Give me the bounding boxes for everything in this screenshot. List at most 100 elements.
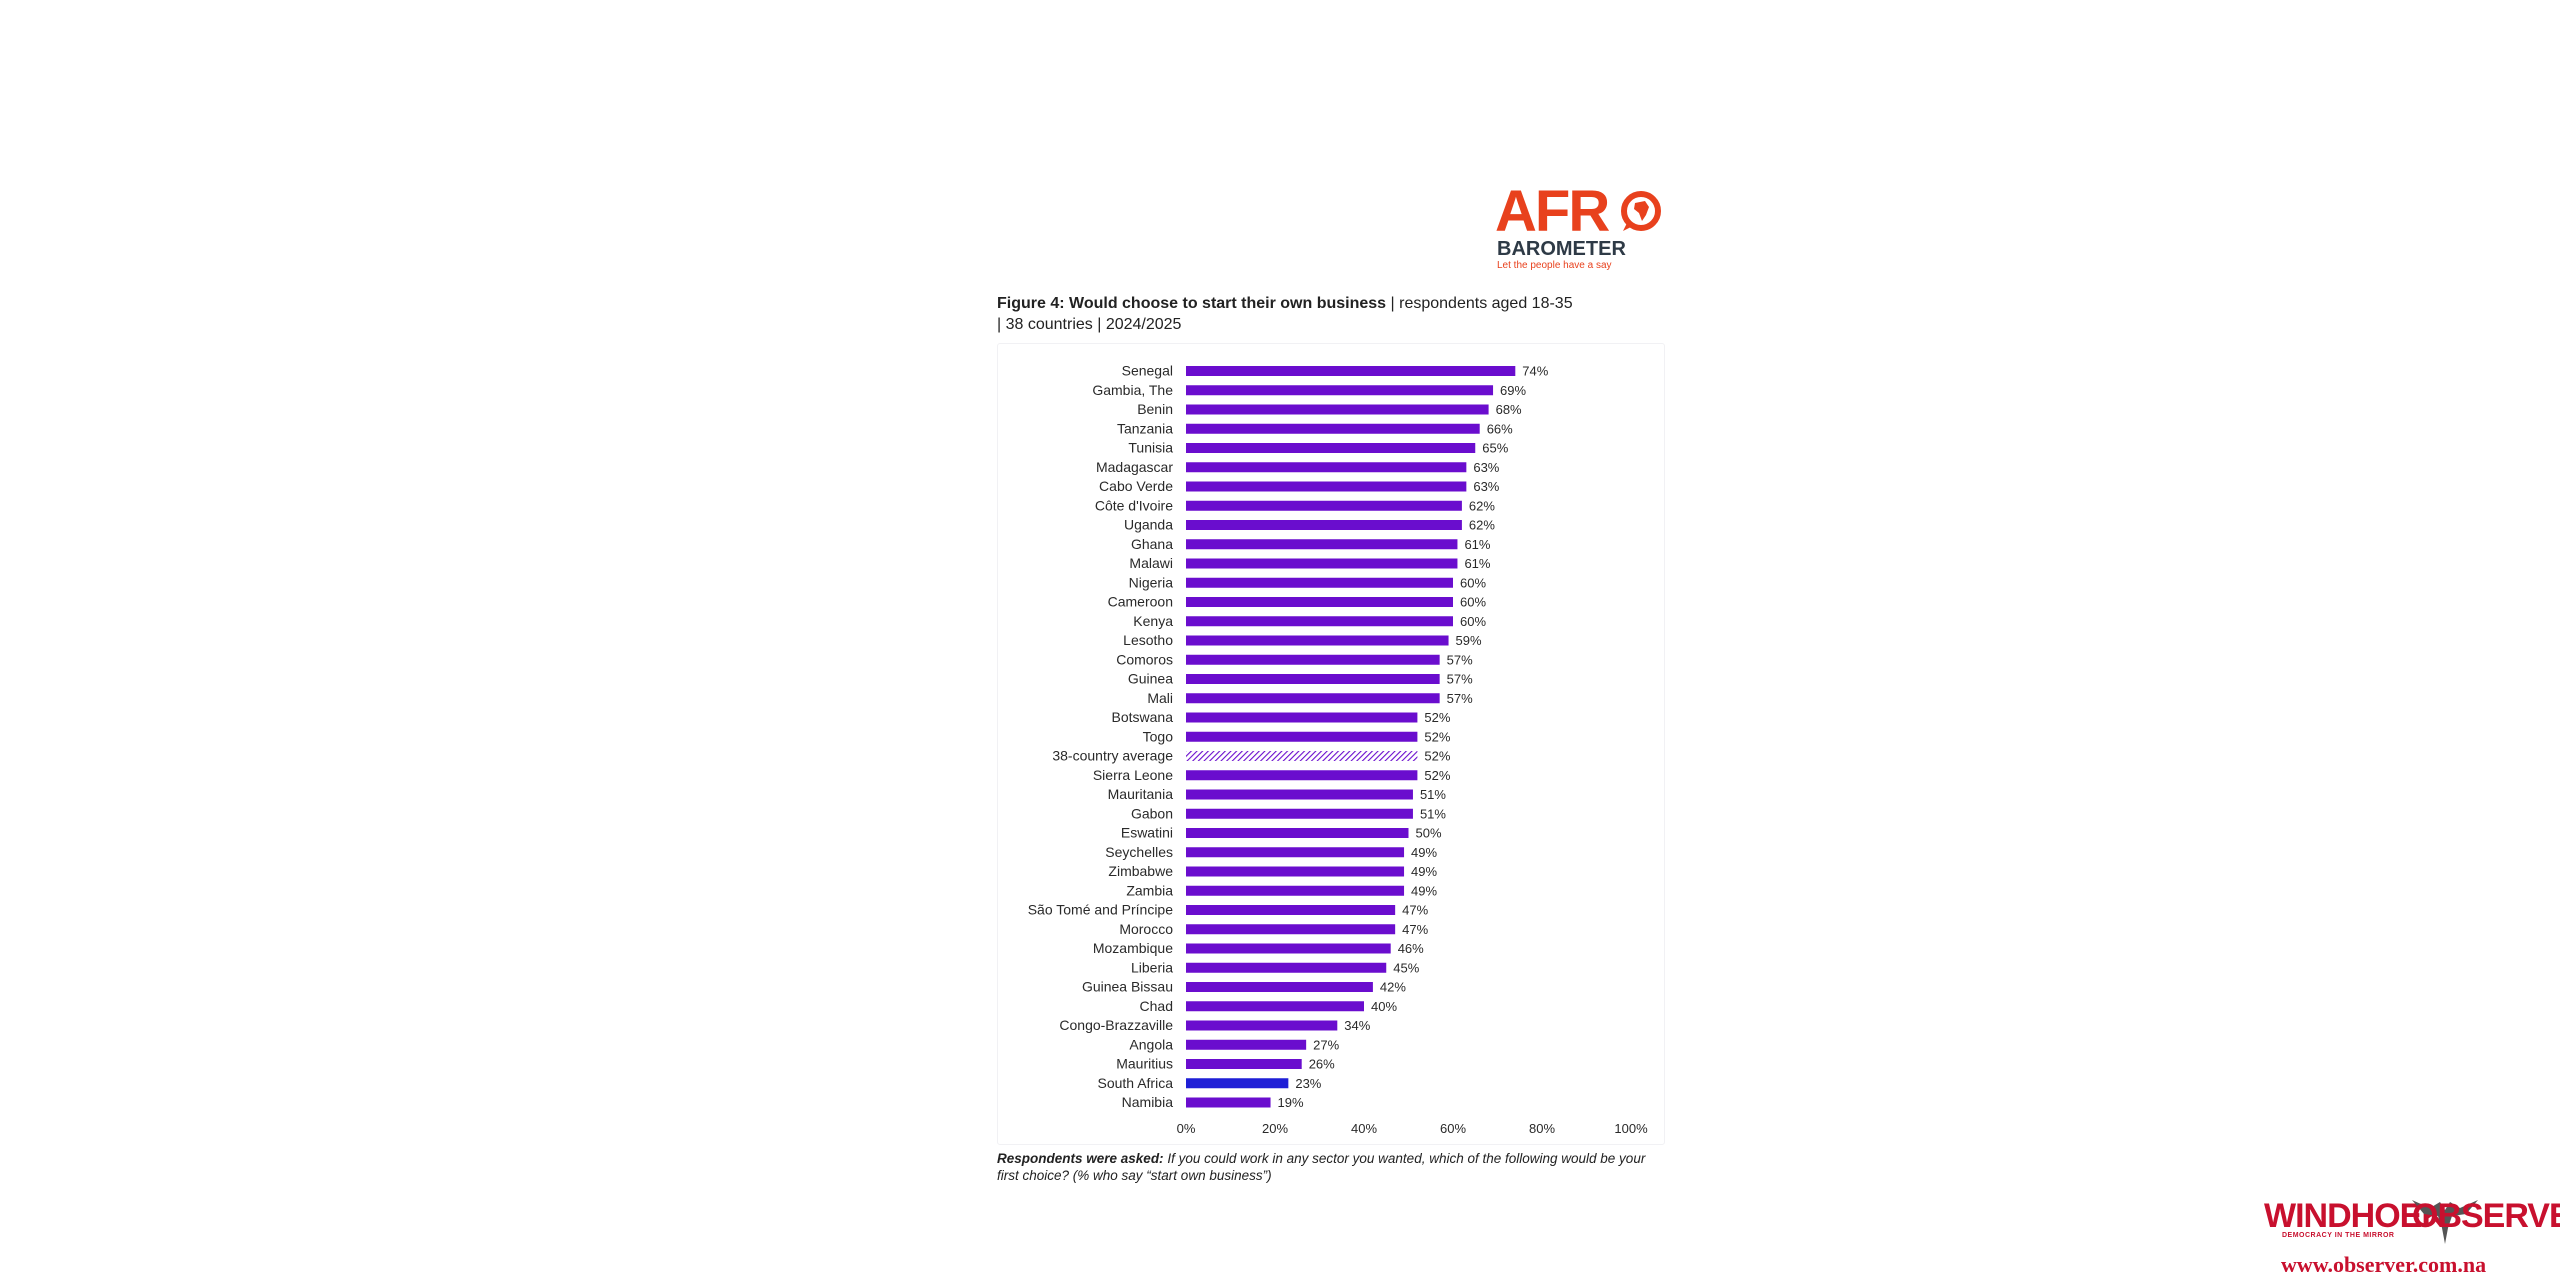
bar	[1186, 366, 1516, 376]
wo-name-right: OBSERVER	[2412, 1197, 2560, 1235]
bar	[1186, 539, 1458, 550]
category-label: Cameroon	[1108, 594, 1173, 610]
category-label: Gabon	[1131, 805, 1173, 821]
category-label: Zimbabwe	[1108, 863, 1173, 879]
data-label: 23%	[1295, 1076, 1321, 1091]
category-label: South Africa	[1098, 1075, 1174, 1091]
category-label: Nigeria	[1129, 574, 1174, 590]
data-label: 52%	[1424, 710, 1450, 725]
bar	[1186, 770, 1418, 781]
data-label: 66%	[1487, 421, 1513, 436]
eagle-icon	[2412, 1200, 2478, 1244]
x-tick-label: 20%	[1262, 1121, 1288, 1136]
bar	[1186, 789, 1413, 800]
category-label: Botswana	[1112, 709, 1174, 725]
bar	[1186, 905, 1396, 915]
category-label: Mauritius	[1116, 1056, 1173, 1072]
data-label: 34%	[1344, 1018, 1370, 1033]
data-label: 19%	[1278, 1095, 1304, 1110]
data-label: 65%	[1482, 441, 1508, 456]
bar	[1186, 962, 1387, 973]
category-label: Mauritania	[1108, 786, 1174, 802]
category-label: São Tomé and Príncipe	[1028, 902, 1173, 918]
x-tick-label: 100%	[1614, 1121, 1648, 1136]
bar	[1186, 423, 1480, 434]
bar	[1186, 443, 1476, 453]
bar	[1186, 847, 1405, 858]
logo-barometer-text: BAROMETER	[1497, 238, 1626, 260]
data-label: 59%	[1456, 633, 1482, 648]
category-label: Senegal	[1122, 363, 1173, 379]
data-label: 74%	[1522, 364, 1548, 379]
footnote-text: If you could work in any sector you want…	[997, 1151, 1646, 1183]
data-label: 61%	[1464, 556, 1490, 571]
category-label: Liberia	[1131, 959, 1173, 975]
category-label: Cabo Verde	[1099, 478, 1173, 494]
data-label: 47%	[1402, 922, 1428, 937]
chart-panel: Senegal 74% Gambia, The 69% Benin 68% Tanzania…	[997, 343, 1665, 1145]
category-label: Ghana	[1131, 536, 1173, 552]
data-label: 45%	[1393, 960, 1419, 975]
bar	[1186, 731, 1418, 742]
category-label: Mali	[1147, 690, 1173, 706]
data-label: 51%	[1420, 806, 1446, 821]
x-tick-label: 0%	[1177, 1121, 1196, 1136]
figure-title-subtitle-1: | respondents aged 18-35	[1386, 295, 1573, 312]
category-label: Chad	[1140, 998, 1173, 1014]
bar	[1186, 616, 1453, 627]
category-label: Tanzania	[1117, 420, 1173, 436]
category-label: Zambia	[1126, 882, 1173, 898]
bar	[1186, 866, 1405, 877]
x-tick-label: 80%	[1529, 1121, 1555, 1136]
category-label: Uganda	[1124, 517, 1173, 533]
afrobarometer-logo: AFR BAROMETER Let the people have a say	[1495, 183, 1675, 273]
category-label: Lesotho	[1123, 632, 1173, 648]
bar	[1186, 520, 1462, 530]
data-label: 69%	[1500, 383, 1526, 398]
bar	[1186, 500, 1462, 511]
bar	[1186, 481, 1467, 492]
data-label: 57%	[1447, 672, 1473, 687]
category-label: Guinea	[1128, 671, 1173, 687]
data-label: 60%	[1460, 595, 1486, 610]
observer-url[interactable]: www.observer.com.na	[2281, 1252, 2487, 1277]
x-tick-label: 60%	[1440, 1121, 1466, 1136]
data-label: 46%	[1398, 941, 1424, 956]
data-label: 49%	[1411, 864, 1437, 879]
bar	[1186, 462, 1467, 473]
category-label: Angola	[1129, 1036, 1173, 1052]
data-label: 57%	[1447, 652, 1473, 667]
data-label: 26%	[1309, 1057, 1335, 1072]
bar	[1186, 1078, 1289, 1089]
data-label: 27%	[1313, 1037, 1339, 1052]
bar	[1186, 982, 1373, 992]
data-label: 52%	[1424, 729, 1450, 744]
bar	[1186, 577, 1453, 588]
bar	[1186, 1039, 1307, 1050]
category-label: Guinea Bissau	[1082, 979, 1173, 995]
bar	[1186, 712, 1418, 723]
data-label: 49%	[1411, 883, 1437, 898]
bar	[1186, 828, 1409, 838]
bar	[1186, 808, 1413, 819]
category-label: Eswatini	[1121, 825, 1173, 841]
logo-afr-text: AFR	[1495, 179, 1610, 244]
bar	[1186, 693, 1440, 704]
footnote-lead: Respondents were asked:	[997, 1151, 1164, 1166]
bar	[1186, 1097, 1271, 1108]
data-label: 61%	[1464, 537, 1490, 552]
logo-tagline: Let the people have a say	[1497, 260, 1612, 271]
x-tick-label: 40%	[1351, 1121, 1377, 1136]
bar	[1186, 385, 1494, 396]
bar	[1186, 885, 1405, 896]
figure-title-subtitle-2: | 38 countries | 2024/2025	[997, 316, 1182, 333]
africa-map-icon	[1621, 191, 1661, 231]
category-label: Côte d'Ivoire	[1095, 497, 1173, 513]
bar	[1186, 635, 1449, 646]
bar	[1186, 1001, 1364, 1012]
data-label: 52%	[1424, 749, 1450, 764]
bar	[1186, 943, 1391, 954]
category-label: Seychelles	[1105, 844, 1173, 860]
bar	[1186, 674, 1440, 684]
data-label: 60%	[1460, 614, 1486, 629]
